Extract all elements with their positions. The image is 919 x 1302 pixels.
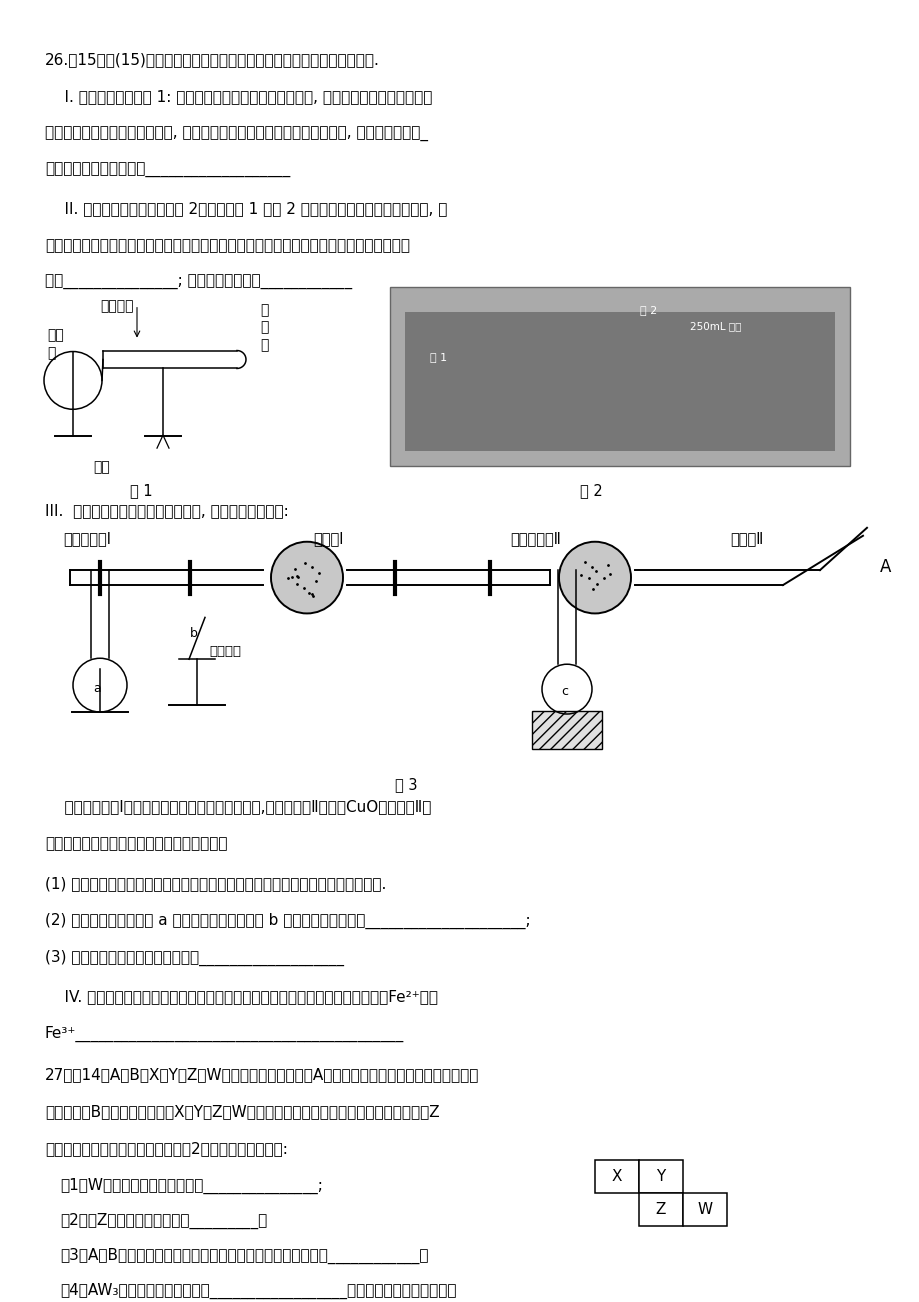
Text: 图 2: 图 2 — [579, 483, 602, 497]
Text: 图 1: 图 1 — [130, 483, 153, 497]
Bar — [531, 711, 601, 749]
Text: 26.（15分）(15)甲、乙、丙三同学欲分别完成「铁与水蝳气反应」的实验.: 26.（15分）(15)甲、乙、丙三同学欲分别完成「铁与水蝳气反应」的实验. — [45, 52, 380, 66]
Text: I. 甲同学的方案如图 1: 试管中依次放入湿棉花和还原铁粉, 加热。把生成的气体通入蔧: I. 甲同学的方案如图 1: 试管中依次放入湿棉花和还原铁粉, 加热。把生成的气… — [45, 90, 432, 104]
Text: 液: 液 — [47, 346, 55, 361]
Text: 图 3: 图 3 — [394, 777, 417, 792]
Text: 还原铁粉: 还原铁粉 — [100, 298, 133, 312]
Text: (1) 丙同学所采用的装置与乙同学的装置比较优点是用酒精嘴灯反应温度高效果好.: (1) 丙同学所采用的装置与乙同学的装置比较优点是用酒精嘴灯反应温度高效果好. — [45, 876, 386, 892]
Text: X: X — [611, 1169, 621, 1184]
Text: 灯 1: 灯 1 — [429, 352, 447, 362]
Bar — [639, 1160, 682, 1193]
Text: II. 乙同学所采用的装置如图 2：分别用灯 1 和灯 2 加热反应器中的水和还原性铁粉, 当: II. 乙同学所采用的装置如图 2：分别用灯 1 和灯 2 加热反应器中的水和还… — [45, 201, 447, 216]
Text: （1）W的最高价氧化物化学式是_______________;: （1）W的最高价氧化物化学式是_______________; — [60, 1178, 323, 1194]
Text: 火柴: 火柴 — [93, 460, 109, 474]
Text: 盛装的物质是无水硫酸铜和石棉绲的混合物。: 盛装的物质是无水硫酸铜和石棉绲的混合物。 — [45, 836, 227, 852]
Text: 在硬质玻璃管Ⅰ中放入还原铁粉和石棉绲的混合物,硬质玻璃管Ⅱ中加入CuO。干燥管Ⅱ中: 在硬质玻璃管Ⅰ中放入还原铁粉和石棉绲的混合物,硬质玻璃管Ⅱ中加入CuO。干燥管Ⅱ… — [45, 798, 431, 814]
Bar — [390, 286, 849, 466]
Text: 发盘中的肥皌液中。一段时间后, 用坑埚钓夾取燃着的火柴在蔧发盘中点火, 观察到的现象是_: 发盘中的肥皌液中。一段时间后, 用坑埚钓夾取燃着的火柴在蔧发盘中点火, 观察到的… — [45, 126, 427, 142]
Text: a: a — [93, 682, 101, 695]
Text: 肥皌: 肥皌 — [47, 328, 63, 342]
Text: 湿: 湿 — [260, 303, 268, 316]
Bar — [682, 1193, 726, 1226]
Text: IV. 丁同学提出问题：如何通过实验证明铁与水蝳气反应得到的黑色固体中既含Fe²⁺又含: IV. 丁同学提出问题：如何通过实验证明铁与水蝳气反应得到的黑色固体中既含Fe²… — [45, 988, 437, 1004]
Text: c: c — [561, 685, 567, 698]
Text: 点是_______________; 结束实验的操作是____________: 点是_______________; 结束实验的操作是____________ — [45, 275, 352, 290]
Text: (3) 能证明铁与水蝳气反应的现象是___________________: (3) 能证明铁与水蝳气反应的现象是___________________ — [45, 950, 344, 966]
Text: 硬质玻璃管Ⅰ: 硬质玻璃管Ⅰ — [62, 531, 111, 546]
Text: 灯 2: 灯 2 — [640, 305, 656, 315]
Text: 27、（14）A、B、X、Y、Z、W六种短周期主族元素，A是地壳中含量最多的金属元素，短周期: 27、（14）A、B、X、Y、Z、W六种短周期主族元素，A是地壳中含量最多的金属… — [45, 1068, 479, 1082]
Text: 棉: 棉 — [260, 320, 268, 335]
Bar — [595, 1160, 639, 1193]
Text: 干燥管Ⅰ: 干燥管Ⅰ — [312, 531, 343, 546]
Text: 干燥管Ⅱ: 干燥管Ⅱ — [729, 531, 763, 546]
Text: Z: Z — [655, 1202, 665, 1217]
Text: Fe³⁺___________________________________________: Fe³⁺____________________________________… — [45, 1026, 403, 1042]
Text: b: b — [190, 628, 198, 641]
Text: A: A — [879, 557, 891, 575]
Text: III.  丙同学对乙同学装置进行了改进, 所有装置如图所示:: III. 丙同学对乙同学装置进行了改进, 所有装置如图所示: — [45, 503, 289, 518]
Text: 250mL 烧杯: 250mL 烧杯 — [689, 322, 741, 332]
Text: 硬质玻璃管Ⅱ: 硬质玻璃管Ⅱ — [509, 531, 561, 546]
Text: （2）、Z的原子结构示意图为_________。: （2）、Z的原子结构示意图为_________。 — [60, 1213, 267, 1229]
Text: 元素原子最外层电子数是电子层数的2倍。请回答下列问题:: 元素原子最外层电子数是电子层数的2倍。请回答下列问题: — [45, 1142, 288, 1156]
Text: 水蝳气将空气排出后用排水法收集一试管气体。乙同学所采用的装置与甲同学的装置比较优: 水蝳气将空气排出后用排水法收集一试管气体。乙同学所采用的装置与甲同学的装置比较优 — [45, 238, 410, 253]
Text: （3）A、B各自最高价氧化物对应的水化物反应的化学方程式为____________。: （3）A、B各自最高价氧化物对应的水化物反应的化学方程式为___________… — [60, 1247, 428, 1264]
Text: 主族元素中B的原子半径最大，X、Y、Z、W元素在周期表中的相对位置如右图所示，其中Z: 主族元素中B的原子半径最大，X、Y、Z、W元素在周期表中的相对位置如右图所示，其… — [45, 1104, 439, 1120]
Text: （4）AW₃可用于净水，其原理是__________________。（请用离子方程式表示）: （4）AW₃可用于净水，其原理是__________________。（请用离子… — [60, 1282, 456, 1299]
Text: Y: Y — [655, 1169, 665, 1184]
Bar — [639, 1193, 682, 1226]
Bar — [404, 311, 834, 450]
Text: W: W — [697, 1202, 712, 1217]
Circle shape — [559, 542, 630, 613]
Circle shape — [271, 542, 343, 613]
Text: 酒精嘴灯: 酒精嘴灯 — [209, 646, 241, 659]
Text: 花: 花 — [260, 339, 268, 353]
Text: (2) 实验开始时应先点燃 a 处的酒精灯然后才点燃 b 处的酒精嘴灯原因是_____________________;: (2) 实验开始时应先点燃 a 处的酒精灯然后才点燃 b 处的酒精嘴灯原因是__… — [45, 913, 530, 930]
Text: 发生反应的化学方程式是___________________: 发生反应的化学方程式是___________________ — [45, 163, 289, 178]
